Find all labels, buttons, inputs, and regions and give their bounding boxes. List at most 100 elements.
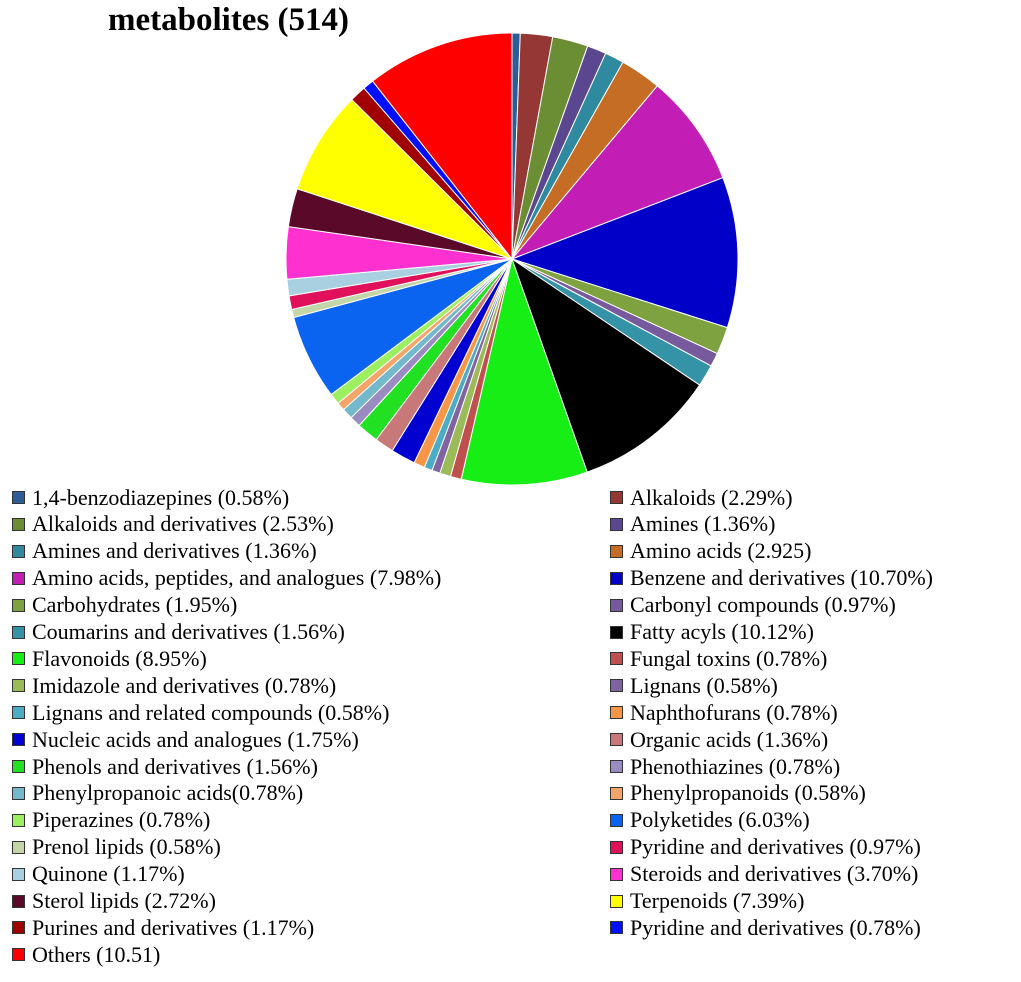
- legend-item: Lignans (0.58%): [610, 672, 778, 699]
- legend-label: 1,4-benzodiazepines (0.58%): [32, 484, 290, 510]
- pie-slice-34: [371, 32, 513, 261]
- legend-item: Amino acids, peptides, and analogues (7.…: [12, 565, 441, 592]
- legend-swatch: [610, 867, 623, 881]
- legend-item: Flavonoids (8.95%): [12, 645, 207, 672]
- legend-label: Amino acids, peptides, and analogues (7.…: [32, 565, 442, 591]
- legend-item: Sterol lipids (2.72%): [12, 888, 216, 915]
- legend-swatch: [610, 921, 623, 935]
- legend-item: Steroids and derivatives (3.70%): [610, 861, 918, 888]
- legend-swatch: [610, 571, 623, 585]
- legend-label: Steroids and derivatives (3.70%): [630, 861, 919, 887]
- legend-label: Benzene and derivatives (10.70%): [630, 565, 933, 591]
- pie-slice-6: [511, 85, 724, 260]
- chart-legend: 1,4-benzodiazepines (0.58%) Alkaloids (2.…: [12, 484, 1012, 974]
- legend-label: Pyridine and derivatives (0.97%): [630, 834, 921, 860]
- legend-label: Others (10.51): [32, 941, 161, 967]
- pie-slice-11: [511, 257, 701, 473]
- legend-label: Amines (1.36%): [630, 511, 776, 537]
- legend-label: Carbohydrates (1.95%): [32, 592, 238, 618]
- legend-item: Polyketides (6.03%): [610, 807, 810, 834]
- legend-item: Purines and derivatives (1.17%): [12, 914, 314, 941]
- legend-swatch: [12, 706, 25, 720]
- legend-label: Organic acids (1.36%): [630, 726, 829, 752]
- legend-swatch: [610, 625, 623, 639]
- legend-item: Alkaloids (2.29%): [610, 484, 793, 511]
- legend-label: Fungal toxins (0.78%): [630, 645, 828, 671]
- legend-item: Amines and derivatives (1.36%): [12, 538, 317, 565]
- legend-swatch: [12, 517, 25, 531]
- legend-swatch: [610, 706, 623, 720]
- legend-swatch: [12, 894, 25, 908]
- legend-swatch: [12, 867, 25, 881]
- legend-item: 1,4-benzodiazepines (0.58%): [12, 484, 289, 511]
- legend-item: Carbonyl compounds (0.97%): [610, 592, 896, 619]
- legend-label: Fatty acyls (10.12%): [630, 619, 814, 644]
- legend-item: Pyridine and derivatives (0.78%): [610, 914, 921, 941]
- legend-swatch: [12, 733, 25, 747]
- legend-label: Lignans and related compounds (0.58%): [32, 699, 390, 725]
- legend-item: Lignans and related compounds (0.58%): [12, 699, 389, 726]
- legend-swatch: [610, 894, 623, 908]
- pie-chart: [285, 32, 739, 486]
- legend-item: Coumarins and derivatives (1.56%): [12, 619, 345, 646]
- legend-label: Flavonoids (8.95%): [32, 645, 207, 671]
- legend-label: Purines and derivatives (1.17%): [32, 914, 315, 940]
- legend-item: Phenols and derivatives (1.56%): [12, 753, 318, 780]
- legend-swatch: [12, 840, 25, 854]
- legend-item: Fatty acyls (10.12%): [610, 619, 814, 646]
- legend-item: Carbohydrates (1.95%): [12, 592, 237, 619]
- legend-swatch: [610, 598, 623, 612]
- chart-title: metabolites (514): [108, 2, 350, 38]
- legend-label: Phenylpropanoids (0.58%): [630, 780, 866, 806]
- legend-label: Carbonyl compounds (0.97%): [630, 592, 896, 618]
- legend-item: Naphthofurans (0.78%): [610, 699, 838, 726]
- legend-item: Terpenoids (7.39%): [610, 888, 804, 915]
- legend-swatch: [12, 948, 25, 962]
- pie-slice-7: [510, 177, 739, 329]
- legend-item: Imidazole and derivatives (0.78%): [12, 672, 336, 699]
- legend-swatch: [12, 786, 25, 800]
- legend-swatch: [610, 733, 623, 747]
- legend-item: Piperazines (0.78%): [12, 807, 210, 834]
- legend-item: Phenylpropanoids (0.58%): [610, 780, 866, 807]
- legend-swatch: [12, 491, 25, 504]
- legend-swatch: [12, 625, 25, 639]
- legend-swatch: [12, 760, 25, 773]
- legend-item: Amines (1.36%): [610, 511, 775, 538]
- legend-item: Benzene and derivatives (10.70%): [610, 565, 933, 592]
- legend-item: Phenylpropanoic acids(0.78%): [12, 780, 303, 807]
- legend-item: Amino acids (2.925): [610, 538, 811, 565]
- legend-label: Phenols and derivatives (1.56%): [32, 753, 318, 779]
- legend-label: Polyketides (6.03%): [630, 807, 810, 833]
- legend-swatch: [610, 760, 623, 773]
- legend-label: Prenol lipids (0.58%): [32, 834, 221, 860]
- legend-item: Pyridine and derivatives (0.97%): [610, 834, 921, 861]
- legend-swatch: [12, 813, 25, 827]
- legend-label: Terpenoids (7.39%): [630, 888, 805, 913]
- legend-swatch: [610, 840, 623, 854]
- legend-item: Organic acids (1.36%): [610, 726, 828, 753]
- legend-item: Prenol lipids (0.58%): [12, 834, 221, 861]
- legend-swatch: [610, 813, 623, 827]
- legend-label: Nucleic acids and analogues (1.75%): [32, 726, 359, 752]
- legend-swatch: [12, 652, 25, 666]
- legend-label: Piperazines (0.78%): [32, 807, 211, 833]
- legend-label: Alkaloids and derivatives (2.53%): [32, 511, 334, 537]
- legend-swatch: [12, 679, 25, 693]
- pie-slice-31: [296, 98, 513, 260]
- legend-item: Others (10.51): [12, 941, 160, 968]
- legend-label: Coumarins and derivatives (1.56%): [32, 619, 345, 644]
- legend-swatch: [610, 679, 623, 693]
- legend-swatch: [12, 921, 25, 935]
- legend-label: Alkaloids (2.29%): [630, 484, 793, 510]
- legend-swatch: [610, 786, 623, 800]
- legend-item: Alkaloids and derivatives (2.53%): [12, 511, 334, 538]
- pie-slice-12: [460, 257, 588, 486]
- legend-label: Imidazole and derivatives (0.78%): [32, 672, 337, 698]
- legend-swatch: [12, 571, 25, 585]
- legend-label: Sterol lipids (2.72%): [32, 888, 216, 913]
- legend-label: Phenylpropanoic acids(0.78%): [32, 780, 304, 806]
- legend-label: Lignans (0.58%): [630, 672, 778, 698]
- legend-swatch: [610, 544, 623, 558]
- legend-item: Quinone (1.17%): [12, 861, 185, 888]
